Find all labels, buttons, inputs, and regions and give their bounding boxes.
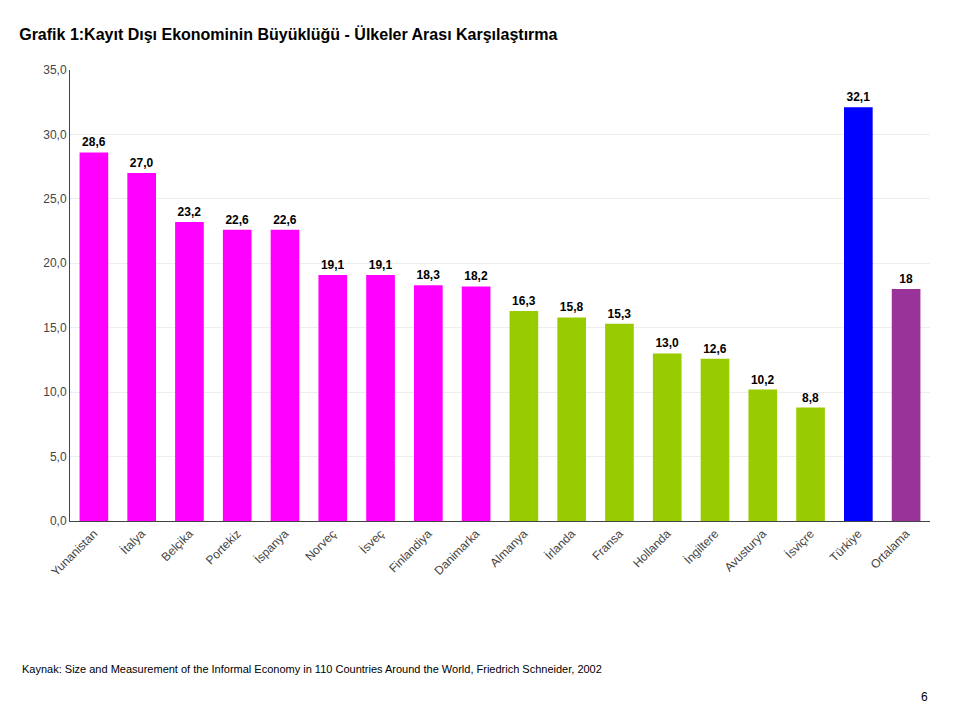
svg-text:5,0: 5,0	[50, 450, 67, 464]
svg-text:İrlanda: İrlanda	[542, 527, 578, 563]
svg-text:15,0: 15,0	[43, 321, 67, 335]
svg-text:6: 6	[921, 690, 928, 704]
svg-text:Hollanda: Hollanda	[630, 527, 674, 571]
svg-text:İsviçre: İsviçre	[783, 527, 818, 562]
svg-text:22,6: 22,6	[225, 213, 249, 227]
svg-text:Fransa: Fransa	[589, 527, 626, 564]
svg-text:23,2: 23,2	[178, 205, 202, 219]
svg-text:0,0: 0,0	[50, 514, 67, 528]
svg-text:28,6: 28,6	[82, 135, 106, 149]
svg-text:25,0: 25,0	[43, 192, 67, 206]
svg-text:İtalya: İtalya	[118, 527, 148, 557]
svg-text:16,3: 16,3	[512, 294, 536, 308]
svg-text:Ortalama: Ortalama	[868, 527, 913, 572]
svg-text:Grafik 1:Kayıt Dışı Ekonominin: Grafik 1:Kayıt Dışı Ekonominin Büyüklüğü…	[19, 25, 557, 43]
svg-text:Yunanistan: Yunanistan	[48, 527, 100, 579]
svg-text:35,0: 35,0	[43, 63, 67, 77]
svg-text:19,1: 19,1	[321, 258, 345, 272]
svg-text:Portekiz: Portekiz	[203, 527, 244, 568]
svg-text:15,3: 15,3	[608, 307, 632, 321]
svg-text:Avusturya: Avusturya	[722, 527, 770, 575]
svg-text:10,0: 10,0	[43, 385, 67, 399]
svg-text:18: 18	[899, 272, 913, 286]
svg-text:27,0: 27,0	[130, 156, 154, 170]
svg-text:Almanya: Almanya	[487, 527, 530, 570]
svg-text:Türkiye: Türkiye	[827, 527, 865, 565]
svg-text:20,0: 20,0	[43, 256, 67, 270]
svg-text:18,3: 18,3	[416, 268, 440, 282]
svg-text:12,6: 12,6	[703, 342, 727, 356]
svg-text:İsveç: İsveç	[357, 527, 387, 557]
svg-text:Belçika: Belçika	[159, 527, 196, 564]
svg-text:İngiltere: İngiltere	[681, 527, 721, 567]
svg-text:İspanya: İspanya	[252, 527, 292, 567]
svg-text:10,2: 10,2	[751, 373, 775, 387]
svg-text:8,8: 8,8	[802, 391, 819, 405]
svg-text:19,1: 19,1	[369, 258, 393, 272]
svg-text:13,0: 13,0	[655, 336, 679, 350]
svg-text:18,2: 18,2	[464, 269, 488, 283]
svg-text:15,8: 15,8	[560, 300, 584, 314]
svg-text:Danimarka: Danimarka	[432, 527, 483, 578]
svg-text:Finlandiya: Finlandiya	[386, 527, 435, 576]
svg-text:Kaynak: Size and Measurement o: Kaynak: Size and Measurement of the Info…	[22, 663, 602, 675]
svg-text:Norveç: Norveç	[302, 527, 339, 564]
svg-text:22,6: 22,6	[273, 213, 297, 227]
svg-text:32,1: 32,1	[846, 90, 870, 104]
svg-text:30,0: 30,0	[43, 128, 67, 142]
